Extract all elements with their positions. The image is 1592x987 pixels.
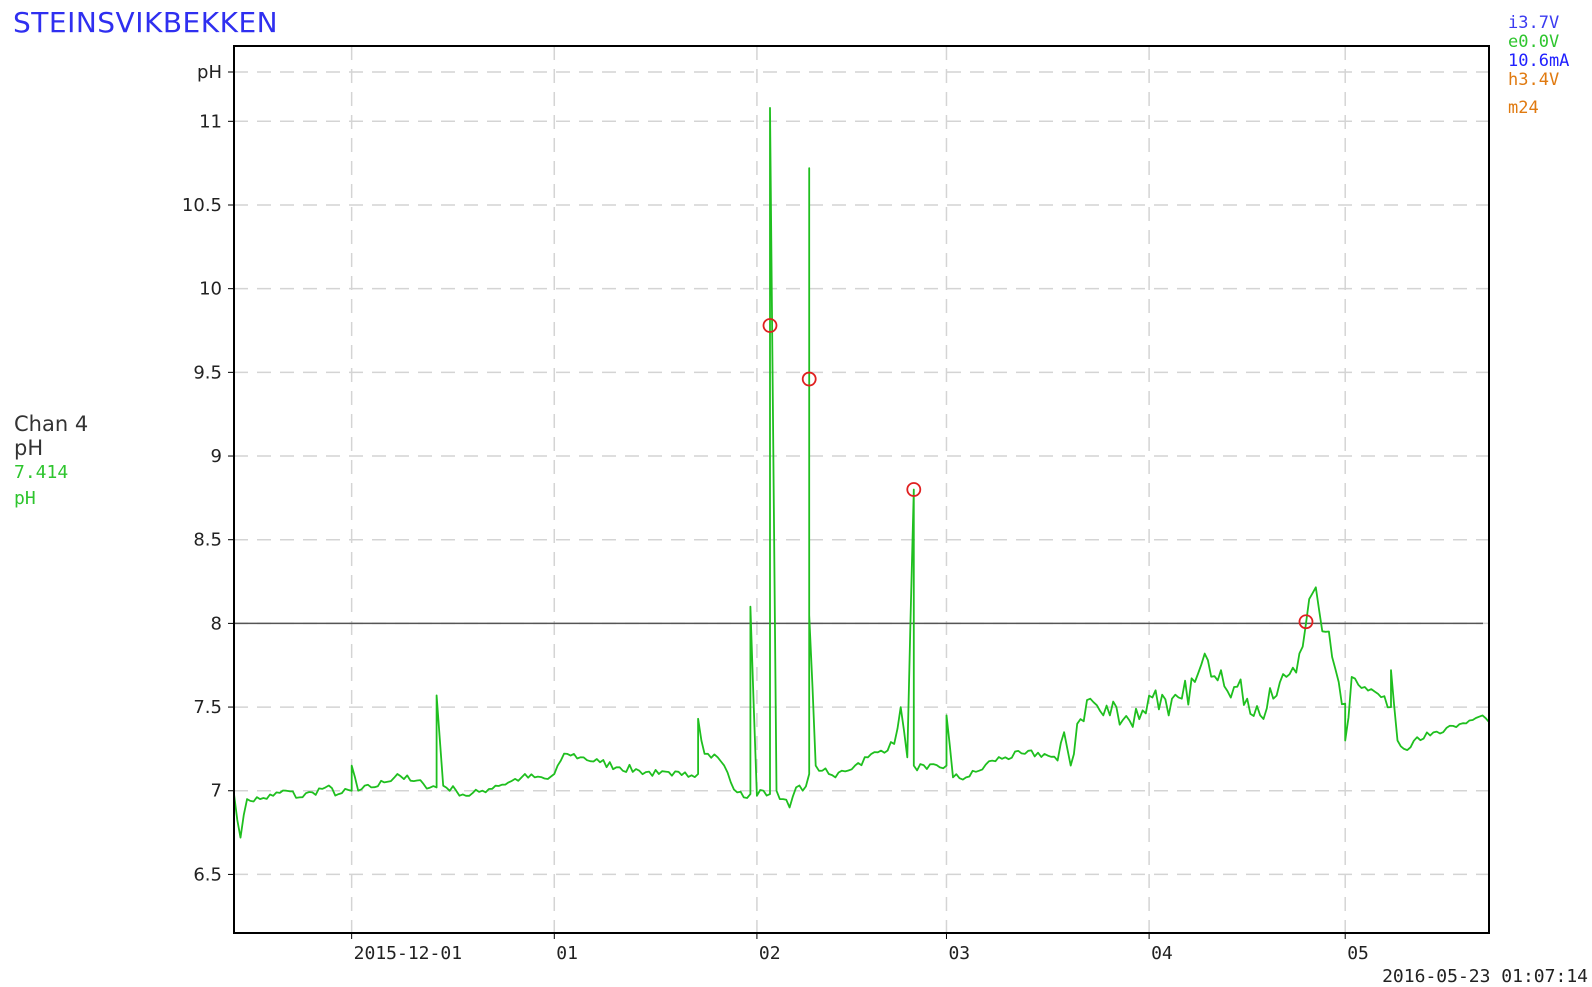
x-tick-label: 01 [556,943,578,964]
y-tick-label: 10.5 [182,195,222,216]
y-tick-label: 10 [199,279,222,300]
x-tick-label: 04 [1151,943,1173,964]
status-line-current: 10.6mA [1508,51,1570,71]
alarm-marker [762,318,778,333]
status-line-external-voltage: e0.0V [1508,32,1560,52]
y-tick-label: 11 [199,111,222,132]
station-title: STEINSVIKBEKKEN [13,6,279,39]
marker-layer [762,318,1314,630]
y-tick-label: 9.5 [193,362,222,383]
grid-layer [234,46,1489,933]
y-tick-label: 8.5 [193,530,222,551]
y-tick-label: 8 [211,613,222,634]
plot-frame [233,45,1490,934]
status-line-battery: i3.7V [1508,13,1560,33]
channel-name: Chan 4 [14,412,89,436]
y-tick-label: 7.5 [193,697,222,718]
series-layer [233,107,1490,839]
x-tick-label: 05 [1347,943,1369,964]
alarm-marker [801,371,817,387]
x-tick-label: 02 [759,943,781,964]
channel-info: Chan 4 pH 7.414 pH [14,412,88,512]
x-tick-label: 03 [948,943,970,964]
channel-unit: pH [14,436,44,460]
status-box: i3.7V e0.0V 10.6mA h3.4V m24 [1508,14,1592,118]
y-unit-label: pH [197,62,222,83]
axis-layer [228,45,1490,939]
channel-current-value: 7.414 [14,462,69,483]
status-line-h-voltage: h3.4V [1508,70,1560,90]
status-line-m: m24 [1508,98,1539,118]
y-tick-label: 6.5 [193,864,222,885]
channel-value-unit: pH [14,488,36,509]
y-tick-label: 9 [211,446,222,467]
x-tick-label: 2015-12-01 [354,943,462,964]
timestamp: 2016-05-23 01:07:14 [1382,966,1588,987]
alarm-marker [906,482,922,497]
y-tick-label: 7 [211,781,222,802]
ph-series-line [233,107,1490,839]
alarm-marker [1298,614,1314,630]
label-layer: 6.5 7 7.5 8 8.5 9 9.5 10 10.5 11 pH 2015-12-01 01 02 0… [182,62,1369,964]
